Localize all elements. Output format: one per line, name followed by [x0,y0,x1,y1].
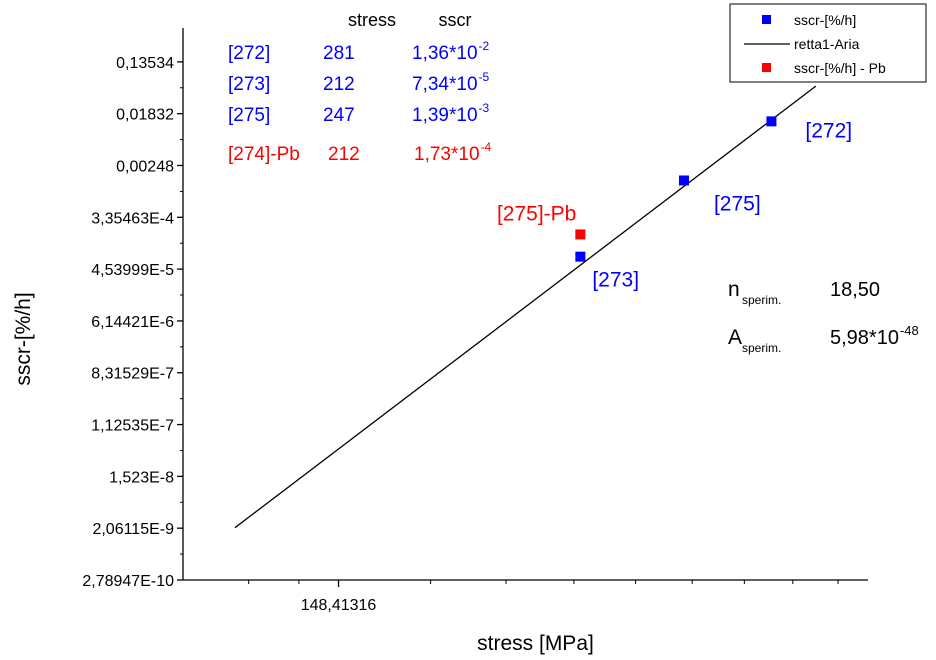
fit-exponent: -48 [900,323,919,338]
data-point [575,229,586,240]
y-tick-label: 8,31529E-7 [91,366,174,383]
table-header-sscr: sscr [439,10,472,30]
y-ticks: 0,13534 0,01832 0,00248 3,35463E-4 4,53999E-… [82,55,183,590]
table-sscr: 1,39*10 [412,105,478,126]
y-tick-label: 2,06115E-9 [92,521,174,538]
table-sscr: 1,73*10 [414,144,480,165]
fit-symbol: A [728,326,742,349]
legend-label: sscr-[%/h] - Pb [794,60,886,76]
point-label: [273] [592,269,639,292]
y-tick-label: 0,01832 [116,107,174,124]
table-ref: [272] [228,43,270,64]
x-tick-label: 148,41316 [301,597,377,614]
fit-parameters: n sperim. 18,50A sperim. 5,98*10 -48 [728,278,919,355]
legend-label: retta1-Aria [794,36,860,52]
point-label: [275] [714,192,761,215]
fit-value: 18,50 [830,279,880,301]
table-stress: 247 [323,105,355,126]
table-stress: 212 [328,144,360,165]
table-stress: 212 [323,74,355,95]
fit-symbol: n [728,278,740,301]
table-sscr-exponent: -4 [481,140,492,154]
table-sscr-exponent: -2 [479,39,490,53]
y-tick-label: 4,53999E-5 [91,262,174,279]
data-point [678,175,689,186]
y-tick-label: 1,12535E-7 [91,418,174,435]
y-tick-label: 3,35463E-4 [91,210,174,227]
y-tick-label: 0,13534 [116,55,174,72]
y-tick-label: 6,14421E-6 [91,314,174,331]
legend-marker [762,63,771,72]
fit-value: 5,98*10 [830,327,899,349]
table-stress: 281 [323,43,355,64]
x-axis-title: stress [MPa] [477,632,594,655]
fit-subscript: sperim. [742,293,781,307]
y-tick-label: 1,523E-8 [109,469,174,486]
x-ticks: 148,41316 [248,580,839,614]
table-ref: [274]-Pb [228,144,300,165]
y-tick-label: 2,78947E-10 [82,573,174,590]
legend: sscr-[%/h] retta1-Aria sscr-[%/h] - Pb [729,3,927,83]
data-point [575,251,586,262]
fit-line [234,85,817,529]
data-table: stress sscr [272] 281 1,36*10 -2 [273] 212 7,34*… [228,10,492,165]
table-sscr: 1,36*10 [412,43,478,64]
table-sscr: 7,34*10 [412,74,478,95]
legend-marker [762,15,771,24]
fit-subscript: sperim. [742,341,781,355]
data-point [766,116,777,127]
table-sscr-exponent: -5 [479,70,490,84]
series-layer: [272] [275] [273] [275]-Pb [234,85,852,529]
point-label: [275]-Pb [497,202,576,225]
table-ref: [275] [228,105,270,126]
y-axis-title: sscr-[%/h] [12,292,35,385]
y-tick-label: 0,00248 [116,158,174,175]
point-label: [272] [805,119,852,142]
legend-label: sscr-[%/h] [794,12,856,28]
table-ref: [273] [228,74,270,95]
table-sscr-exponent: -3 [479,101,490,115]
table-header-stress: stress [348,10,396,30]
